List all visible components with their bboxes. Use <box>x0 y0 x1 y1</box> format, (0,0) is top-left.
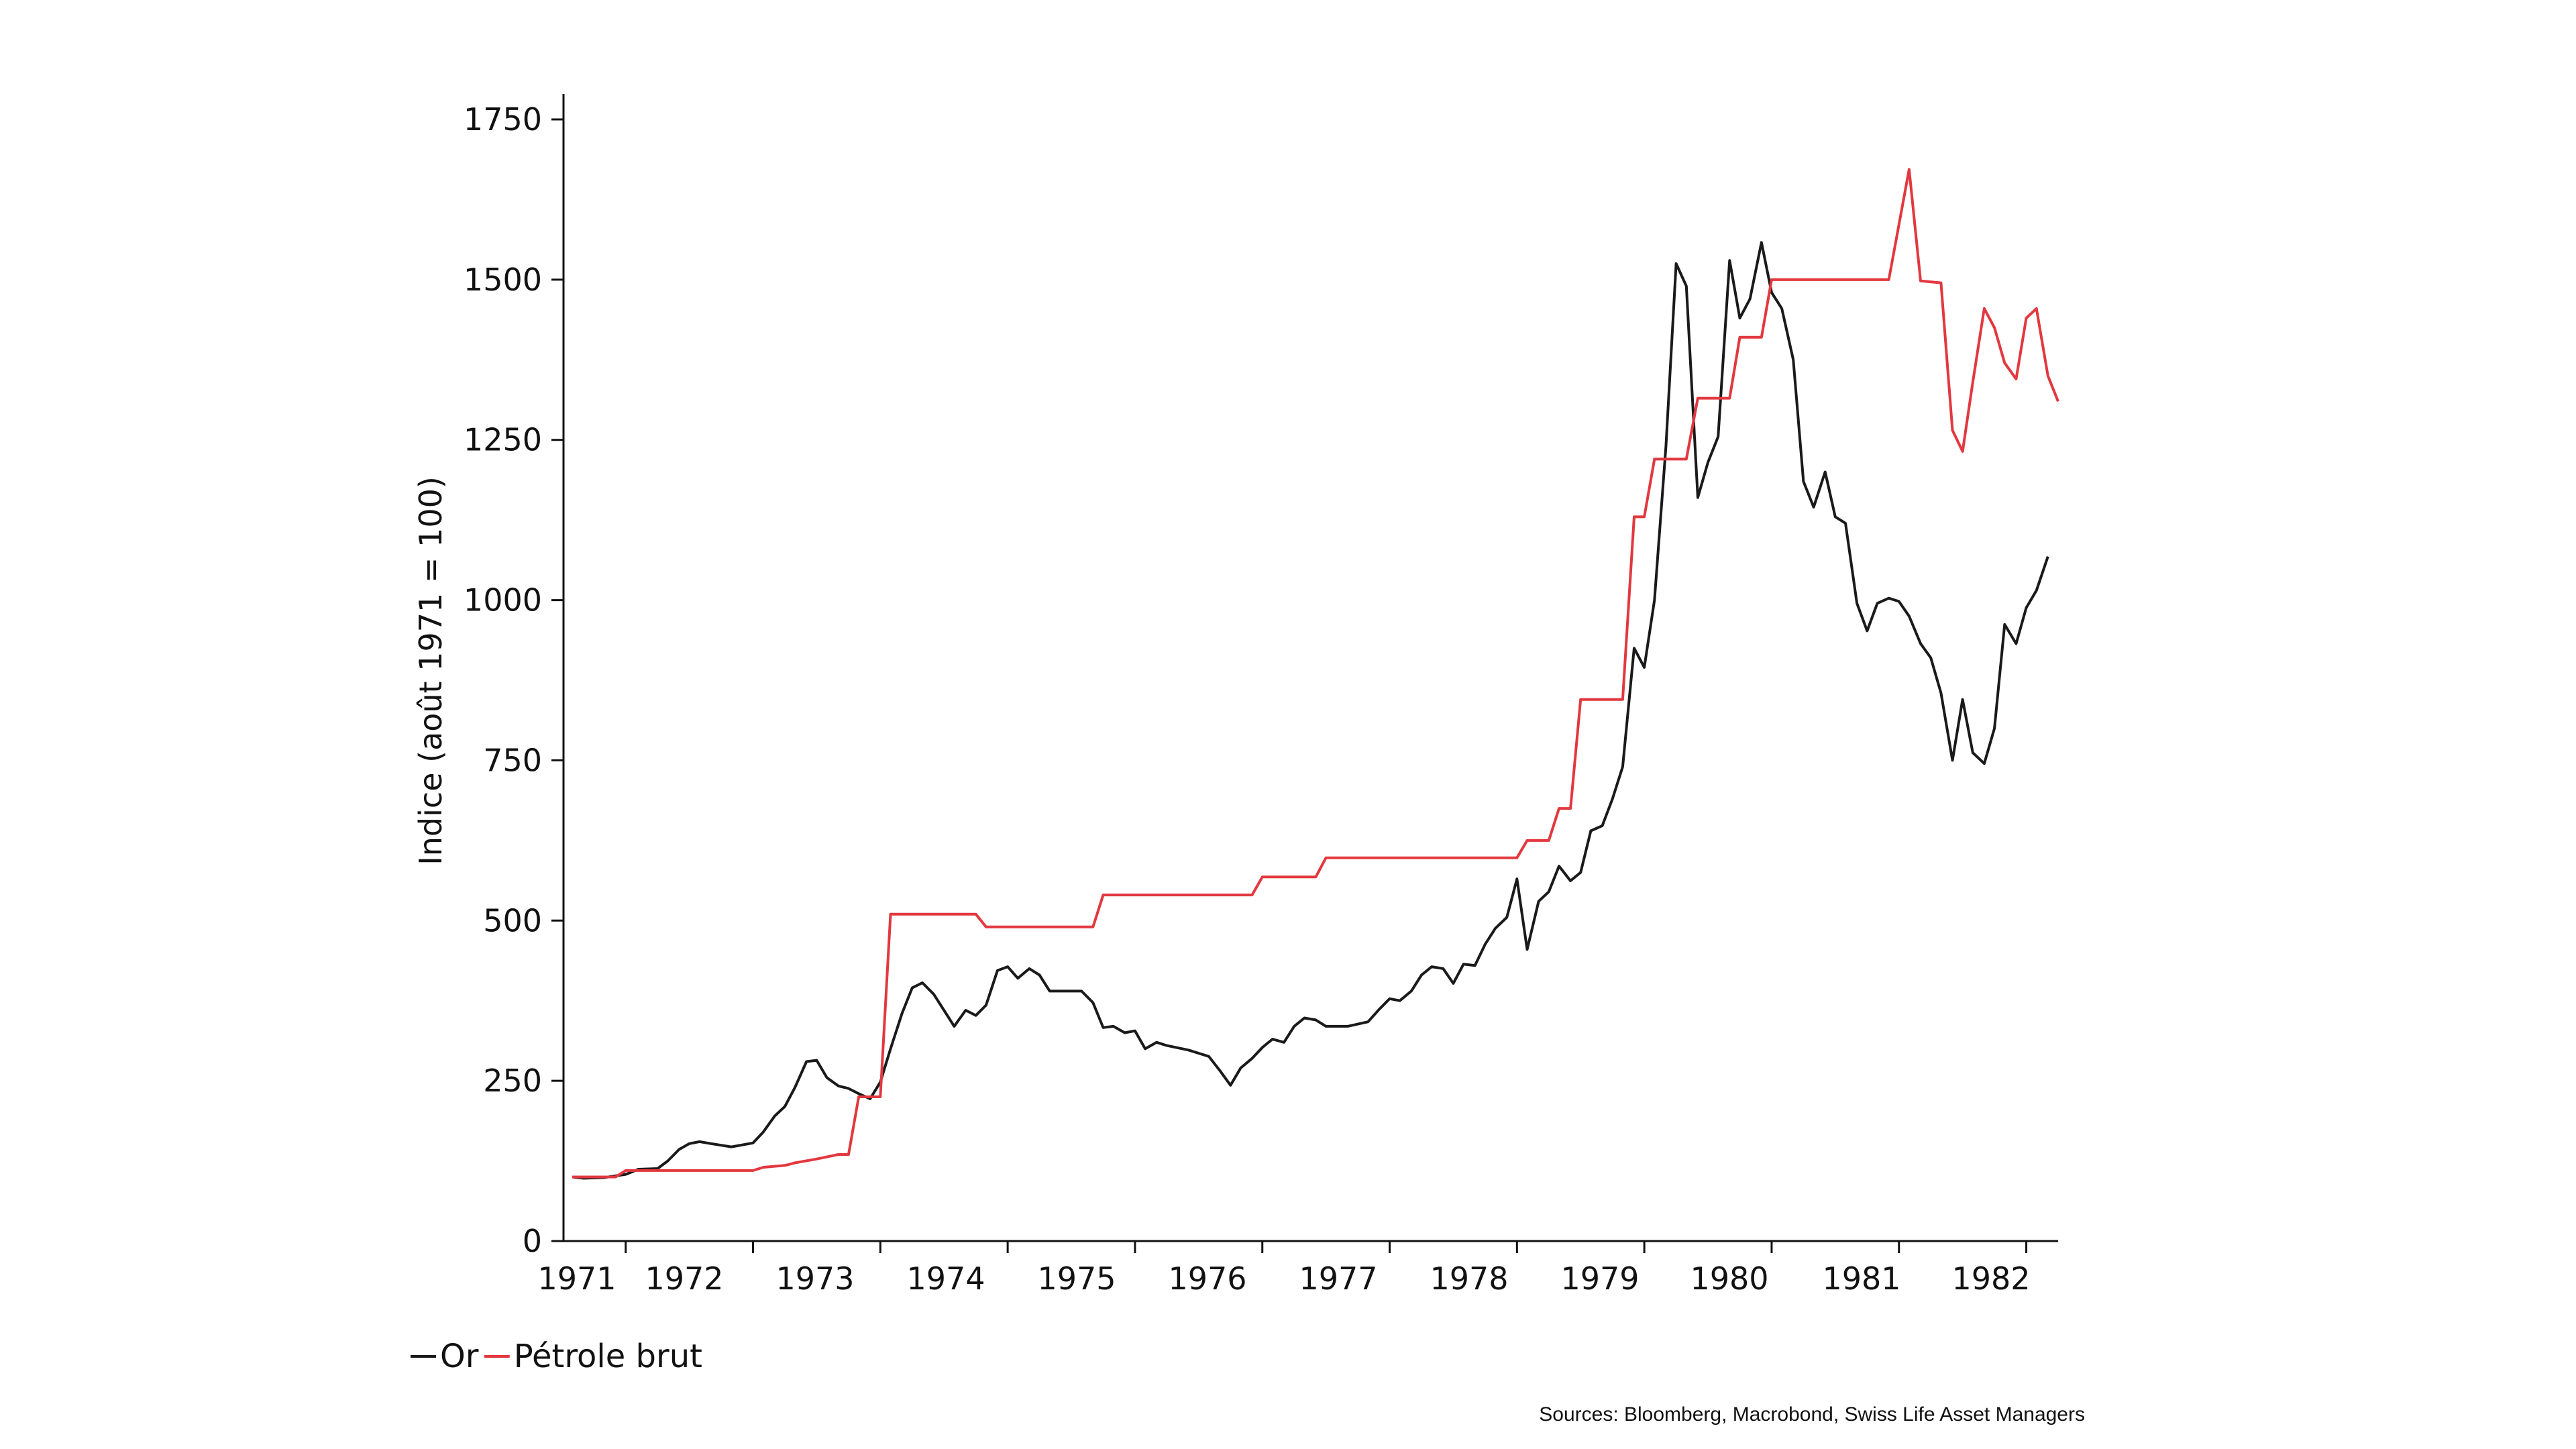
series-line-petrole <box>572 168 2059 1179</box>
y-tick-label: 1000 <box>464 582 542 619</box>
x-tick-label: 1975 <box>1037 1260 1116 1297</box>
x-tick-label: 1972 <box>645 1260 723 1297</box>
y-tick-label: 250 <box>483 1063 542 1099</box>
x-tick-label: 1974 <box>906 1260 985 1297</box>
y-tick-label: 750 <box>483 742 542 778</box>
x-tick-label: 1979 <box>1560 1260 1639 1297</box>
y-tick-label: 1250 <box>464 422 542 458</box>
y-tick-label: 0 <box>523 1223 542 1259</box>
legend-label-petrole: Pétrole brut <box>514 1338 702 1375</box>
x-tick-label: 1971 <box>537 1260 616 1297</box>
y-tick-label: 1500 <box>464 262 542 298</box>
legend-label-or: Or <box>440 1338 479 1375</box>
x-tick-label: 1981 <box>1822 1260 1900 1297</box>
x-tick-label: 1978 <box>1430 1260 1508 1297</box>
series-line-or <box>572 241 2049 1180</box>
axes: 0 250 500 750 1000 1250 1500 1750 1971 1972 1973 19… <box>464 94 2058 1297</box>
legend: Or Pétrole brut <box>411 1338 702 1375</box>
x-tick-label: 1973 <box>775 1260 854 1297</box>
x-tick-label: 1980 <box>1690 1260 1768 1297</box>
x-tick-label: 1976 <box>1168 1260 1246 1297</box>
y-tick-label: 1750 <box>464 101 542 138</box>
x-tick-label: 1982 <box>1951 1260 2030 1297</box>
series-layer <box>572 168 2059 1180</box>
y-tick-label: 500 <box>483 902 542 938</box>
source-note: Sources: Bloomberg, Macrobond, Swiss Lif… <box>1539 1403 2085 1426</box>
y-axis-title: Indice (août 1971 = 100) <box>413 476 449 865</box>
x-tick-label: 1977 <box>1299 1260 1377 1297</box>
